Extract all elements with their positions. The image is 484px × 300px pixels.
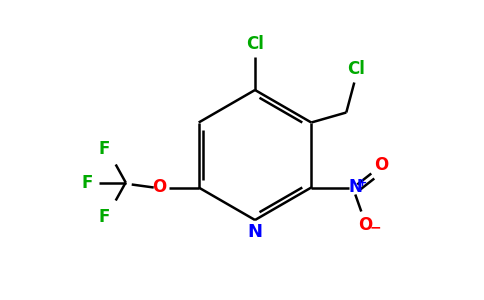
Text: N: N bbox=[348, 178, 362, 196]
Text: Cl: Cl bbox=[348, 61, 365, 79]
Text: O: O bbox=[152, 178, 167, 196]
Text: −: − bbox=[369, 220, 381, 235]
Text: N: N bbox=[247, 223, 262, 241]
Text: Cl: Cl bbox=[246, 35, 264, 53]
Text: +: + bbox=[358, 178, 367, 188]
Text: F: F bbox=[98, 140, 109, 158]
Text: O: O bbox=[374, 157, 389, 175]
Text: F: F bbox=[81, 173, 92, 191]
Text: F: F bbox=[98, 208, 109, 226]
Text: O: O bbox=[358, 217, 372, 235]
